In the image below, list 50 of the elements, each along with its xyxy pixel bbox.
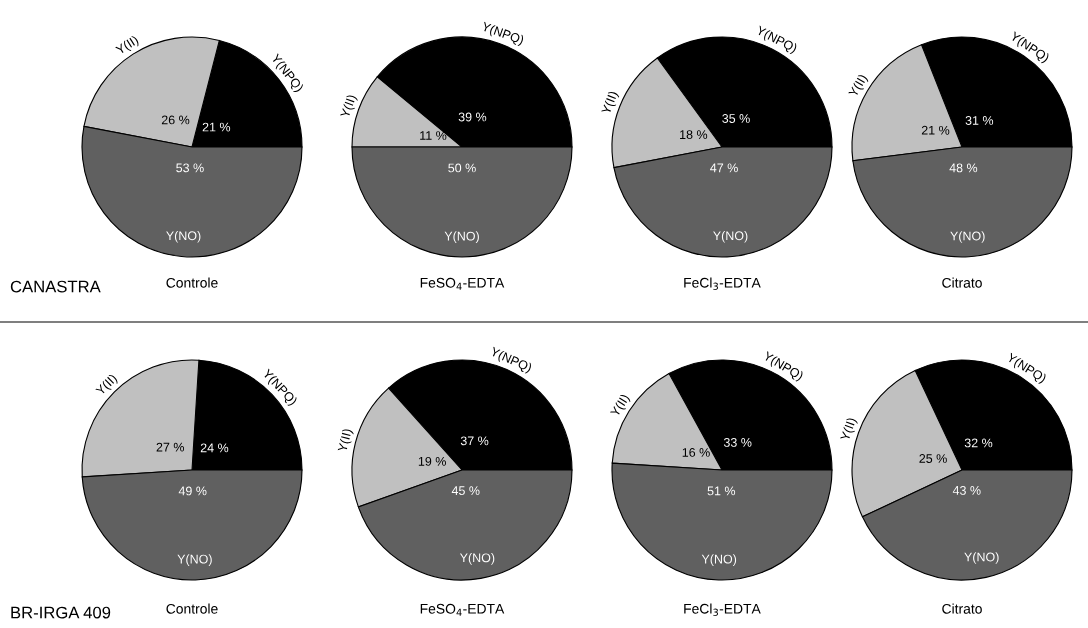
- data-label: 26 %: [161, 115, 190, 125]
- data-label: 18 %: [680, 130, 708, 140]
- text: Citrato: [942, 603, 982, 614]
- slice-label: Y(NO): [701, 554, 737, 566]
- data-label: 24 %: [200, 443, 229, 453]
- data-label: 31 %: [965, 116, 994, 125]
- slice-label: Y(II): [114, 34, 141, 57]
- text: BR-IRGA 409: [11, 606, 111, 619]
- slice-label: Y(NO): [444, 231, 479, 244]
- text: FeSO$_{4}$-EDTA: [420, 277, 505, 290]
- data-label: 43 %: [952, 485, 981, 495]
- data-label: 19 %: [418, 456, 446, 466]
- text: Controle: [166, 277, 218, 288]
- data-label: 27 %: [156, 442, 185, 452]
- data-label: 47 %: [710, 163, 738, 173]
- slice-label: Y(NO): [166, 230, 201, 243]
- data-label: 49 %: [178, 486, 207, 496]
- slice-label: Y(NO): [950, 231, 985, 243]
- data-label: 16 %: [682, 448, 710, 457]
- slice-label: Y(NO): [459, 553, 495, 565]
- data-label: 39 %: [458, 112, 487, 122]
- slice-label: Y(NO): [964, 552, 999, 564]
- data-label: 35 %: [722, 114, 750, 123]
- data-label: 45 %: [451, 486, 480, 496]
- data-label: 53 %: [176, 163, 204, 173]
- text: Citrato: [942, 277, 982, 288]
- slice-label: Y(NO): [177, 554, 212, 566]
- data-label: 48 %: [949, 163, 978, 173]
- slice-label: Y(II): [847, 73, 870, 99]
- slice-label: Y(II): [600, 90, 620, 116]
- data-label: 25 %: [919, 454, 947, 463]
- data-label: 11 %: [420, 131, 447, 140]
- data-label: 32 %: [964, 438, 993, 448]
- text: FeSO$_{4}$-EDTA: [420, 603, 505, 616]
- data-label: 50 %: [448, 163, 476, 173]
- slice-label: Y(II): [609, 393, 632, 419]
- slice-label: Y(II): [94, 373, 120, 398]
- text: Controle: [166, 603, 218, 614]
- slice-label: Y(II): [337, 428, 355, 454]
- data-label: 33 %: [723, 437, 752, 447]
- slice-label: Y(II): [339, 94, 359, 120]
- data-label: 21 %: [921, 125, 950, 135]
- data-label: 21 %: [202, 122, 231, 132]
- text: FeCl$_{3}$-EDTA: [684, 603, 761, 616]
- text: CANASTRA: [10, 280, 101, 293]
- text: FeCl$_{3}$-EDTA: [684, 277, 761, 290]
- data-label: 37 %: [460, 436, 489, 446]
- data-label: 51 %: [707, 486, 736, 496]
- slice-label: Y(II): [839, 417, 859, 443]
- slice-label: Y(NO): [713, 230, 748, 243]
